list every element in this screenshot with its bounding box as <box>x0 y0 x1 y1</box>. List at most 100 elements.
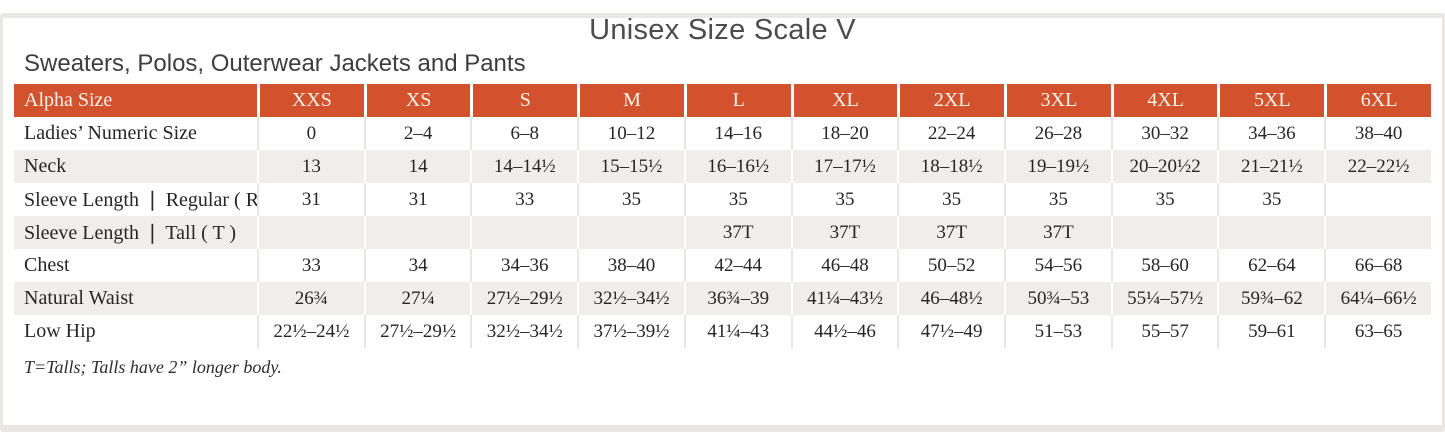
table-row: Neck 13 14 14–14½ 15–15½ 16–16½ 17–17½ 18–18½ 19… <box>14 150 1431 183</box>
size-cell: 22–22½ <box>1324 150 1431 183</box>
size-cell: 47½–49 <box>897 315 1004 348</box>
size-cell: 22–24 <box>897 117 1004 150</box>
header-cell-xxs: XXS <box>257 84 364 117</box>
size-cell: 27½–29½ <box>470 282 577 315</box>
header-cell-alpha-size: Alpha Size <box>14 84 257 117</box>
size-cell: 17–17½ <box>790 150 898 183</box>
page-subtitle: Sweaters, Polos, Outerwear Jackets and P… <box>24 50 526 77</box>
size-cell: 14 <box>363 150 471 183</box>
size-cell: 13 <box>257 150 364 183</box>
size-cell: 35 <box>790 183 898 216</box>
size-cell: 62–64 <box>1217 249 1324 282</box>
size-cell: 31 <box>257 183 364 216</box>
size-cell: 34 <box>363 249 471 282</box>
size-cell <box>1110 216 1218 249</box>
row-label: Sleeve Length ❘ Tall ( T ) <box>24 222 236 244</box>
table-row: Chest 33 34 34–36 38–40 42–44 46–48 50–52 54–56 5… <box>14 249 1431 282</box>
size-cell: 34–36 <box>470 249 577 282</box>
size-cell: 38–40 <box>577 249 684 282</box>
size-cell: 33 <box>470 183 577 216</box>
row-label: Neck <box>24 155 67 177</box>
size-cell: 22½–24½ <box>257 315 364 348</box>
size-cell: 38–40 <box>1324 117 1431 150</box>
row-label: Chest <box>24 254 70 276</box>
size-cell: 50¾–53 <box>1004 282 1111 315</box>
size-cell: 18–20 <box>790 117 898 150</box>
header-cell-2xl: 2XL <box>897 84 1005 117</box>
size-cell: 37T <box>683 216 791 249</box>
size-cell: 35 <box>1004 183 1111 216</box>
size-cell: 55–57 <box>1110 315 1218 348</box>
header-cell-s: S <box>470 84 578 117</box>
header-cell-3xl: 3XL <box>1004 84 1111 117</box>
header-cell-6xl: 6XL <box>1324 84 1431 117</box>
size-cell: 2–4 <box>363 117 471 150</box>
row-label: Natural Waist <box>24 287 134 309</box>
size-cell: 32½–34½ <box>470 315 577 348</box>
size-cell: 34–36 <box>1217 117 1324 150</box>
size-cell: 27½–29½ <box>363 315 471 348</box>
size-cell <box>257 216 364 249</box>
size-cell: 16–16½ <box>683 150 791 183</box>
size-cell <box>577 216 684 249</box>
size-cell: 41¼–43 <box>683 315 791 348</box>
size-cell: 46–48½ <box>897 282 1004 315</box>
header-cell-m: M <box>577 84 684 117</box>
size-cell: 10–12 <box>577 117 684 150</box>
size-cell: 19–19½ <box>1004 150 1111 183</box>
size-cell: 32½–34½ <box>577 282 684 315</box>
header-cell-xs: XS <box>363 84 471 117</box>
size-cell: 0 <box>257 117 364 150</box>
size-cell: 36¾–39 <box>683 282 791 315</box>
row-label: Ladies’ Numeric Size <box>24 122 197 144</box>
row-label: Sleeve Length ❘ Regular ( R ) <box>24 189 257 211</box>
size-cell: 26¾ <box>257 282 364 315</box>
size-cell: 35 <box>1110 183 1218 216</box>
size-cell: 63–65 <box>1324 315 1431 348</box>
table-row: Sleeve Length ❘ Tall ( T ) 37T 37T 37T 37T <box>14 216 1431 249</box>
size-cell: 41¼–43½ <box>790 282 898 315</box>
size-cell: 51–53 <box>1004 315 1111 348</box>
size-cell: 46–48 <box>790 249 898 282</box>
page-title: Unisex Size Scale V <box>589 14 856 46</box>
size-chart-table: Alpha Size XXS XS S M L XL 2XL 3XL 4XL 5XL 6XL Ladi… <box>14 84 1431 348</box>
size-cell: 64¼–66½ <box>1324 282 1431 315</box>
size-cell: 37½–39½ <box>577 315 684 348</box>
size-cell: 37T <box>1004 216 1111 249</box>
size-cell: 35 <box>897 183 1004 216</box>
size-cell: 18–18½ <box>897 150 1004 183</box>
size-cell: 35 <box>577 183 684 216</box>
size-cell: 27¼ <box>363 282 471 315</box>
size-cell: 26–28 <box>1004 117 1111 150</box>
size-cell: 59–61 <box>1217 315 1324 348</box>
table-row: Sleeve Length ❘ Regular ( R ) 31 31 33 35 35 3… <box>14 183 1431 216</box>
size-cell: 30–32 <box>1110 117 1218 150</box>
size-cell: 42–44 <box>683 249 791 282</box>
size-cell: 54–56 <box>1004 249 1111 282</box>
header-cell-4xl: 4XL <box>1110 84 1218 117</box>
size-cell: 50–52 <box>897 249 1004 282</box>
table-row: Natural Waist 26¾ 27¼ 27½–29½ 32½–34½ 36¾–39 4… <box>14 282 1431 315</box>
size-cell <box>1324 216 1431 249</box>
size-cell <box>470 216 577 249</box>
size-cell: 55¼–57½ <box>1110 282 1218 315</box>
table-row: Low Hip 22½–24½ 27½–29½ 32½–34½ 37½–39½ 41¼–4… <box>14 315 1431 348</box>
table-header-row: Alpha Size XXS XS S M L XL 2XL 3XL 4XL 5XL 6XL <box>14 84 1431 117</box>
size-cell: 6–8 <box>470 117 577 150</box>
size-cell: 35 <box>1217 183 1324 216</box>
table-footnote: T=Talls; Talls have 2” longer body. <box>24 357 282 377</box>
header-cell-l: L <box>683 84 791 117</box>
size-cell: 35 <box>683 183 791 216</box>
size-cell <box>1324 183 1431 216</box>
header-cell-xl: XL <box>790 84 898 117</box>
size-cell: 31 <box>363 183 471 216</box>
table-row: Ladies’ Numeric Size 0 2–4 6–8 10–12 14–16 18–… <box>14 117 1431 150</box>
row-label: Low Hip <box>24 320 96 342</box>
size-cell: 37T <box>790 216 898 249</box>
size-cell: 33 <box>257 249 364 282</box>
size-cell: 58–60 <box>1110 249 1218 282</box>
size-cell: 20–20½2 <box>1110 150 1218 183</box>
header-cell-5xl: 5XL <box>1217 84 1325 117</box>
size-cell: 15–15½ <box>577 150 684 183</box>
size-cell: 14–14½ <box>470 150 577 183</box>
